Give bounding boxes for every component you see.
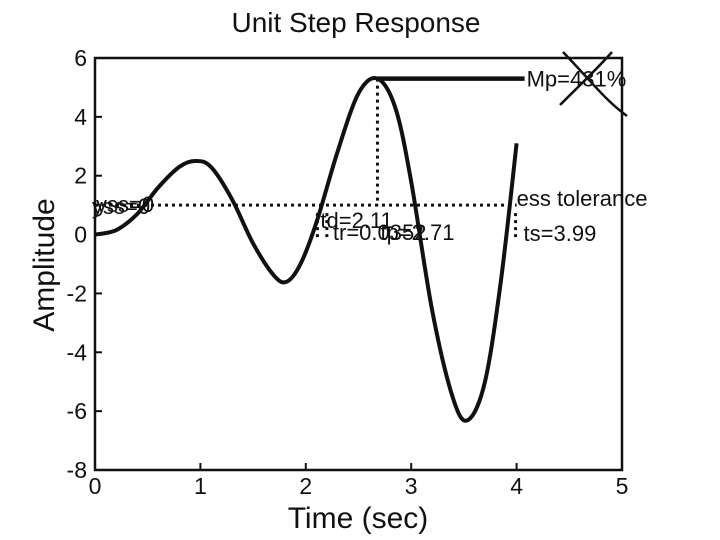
y-tick-label: 4 <box>74 104 87 130</box>
x-tick-label: 2 <box>299 473 312 499</box>
x-tick-label: 1 <box>194 473 207 499</box>
chart-title: Unit Step Response <box>231 7 480 38</box>
x-tick-label: 0 <box>89 473 102 499</box>
y-tick-label: -2 <box>67 280 87 306</box>
y-tick-label: 2 <box>74 163 87 189</box>
y-tick-label: -8 <box>67 457 87 483</box>
x-tick-label: 3 <box>405 473 418 499</box>
plot-frame <box>93 56 624 472</box>
y-tick-label: 0 <box>74 222 87 248</box>
cross-out-stroke <box>559 51 613 106</box>
y-tick-label: 6 <box>74 45 87 71</box>
tr-annotation: tr=0.0352 <box>333 220 427 245</box>
y-tick-label: -4 <box>67 339 88 365</box>
yss-annotation: yss=0 <box>92 194 150 219</box>
x-axis-label: Time (sec) <box>288 502 429 535</box>
ts-annotation: ts=3.99 <box>524 221 597 246</box>
y-axis-label: Amplitude <box>28 198 61 331</box>
tp-annotation: tp=2.71 <box>380 220 454 245</box>
cross-out-stroke <box>562 51 628 118</box>
td-annotation: td=2.11 <box>320 208 392 233</box>
x-tick-label: 5 <box>616 473 629 499</box>
ess-tolerance-annotation: ess tolerance <box>517 186 648 211</box>
y-tick-label: -6 <box>67 398 87 424</box>
yss-annotation-overlap: yss=0 <box>96 192 154 217</box>
step-response-curve <box>94 76 519 423</box>
x-tick-label: 4 <box>510 473 523 499</box>
